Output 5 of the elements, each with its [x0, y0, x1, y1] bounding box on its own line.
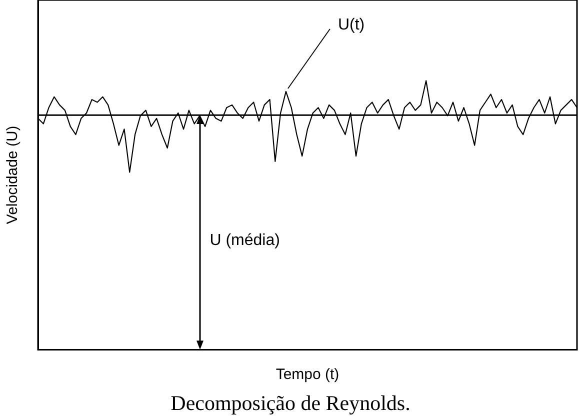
text: U(t) [338, 16, 365, 34]
x-axis-title: Tempo (t) [276, 366, 340, 383]
y-axis-title: Velocidade (U) [4, 126, 22, 224]
text: Decomposição de Reynolds. [170, 390, 410, 415]
ref-line-label: U (média) [210, 232, 280, 249]
